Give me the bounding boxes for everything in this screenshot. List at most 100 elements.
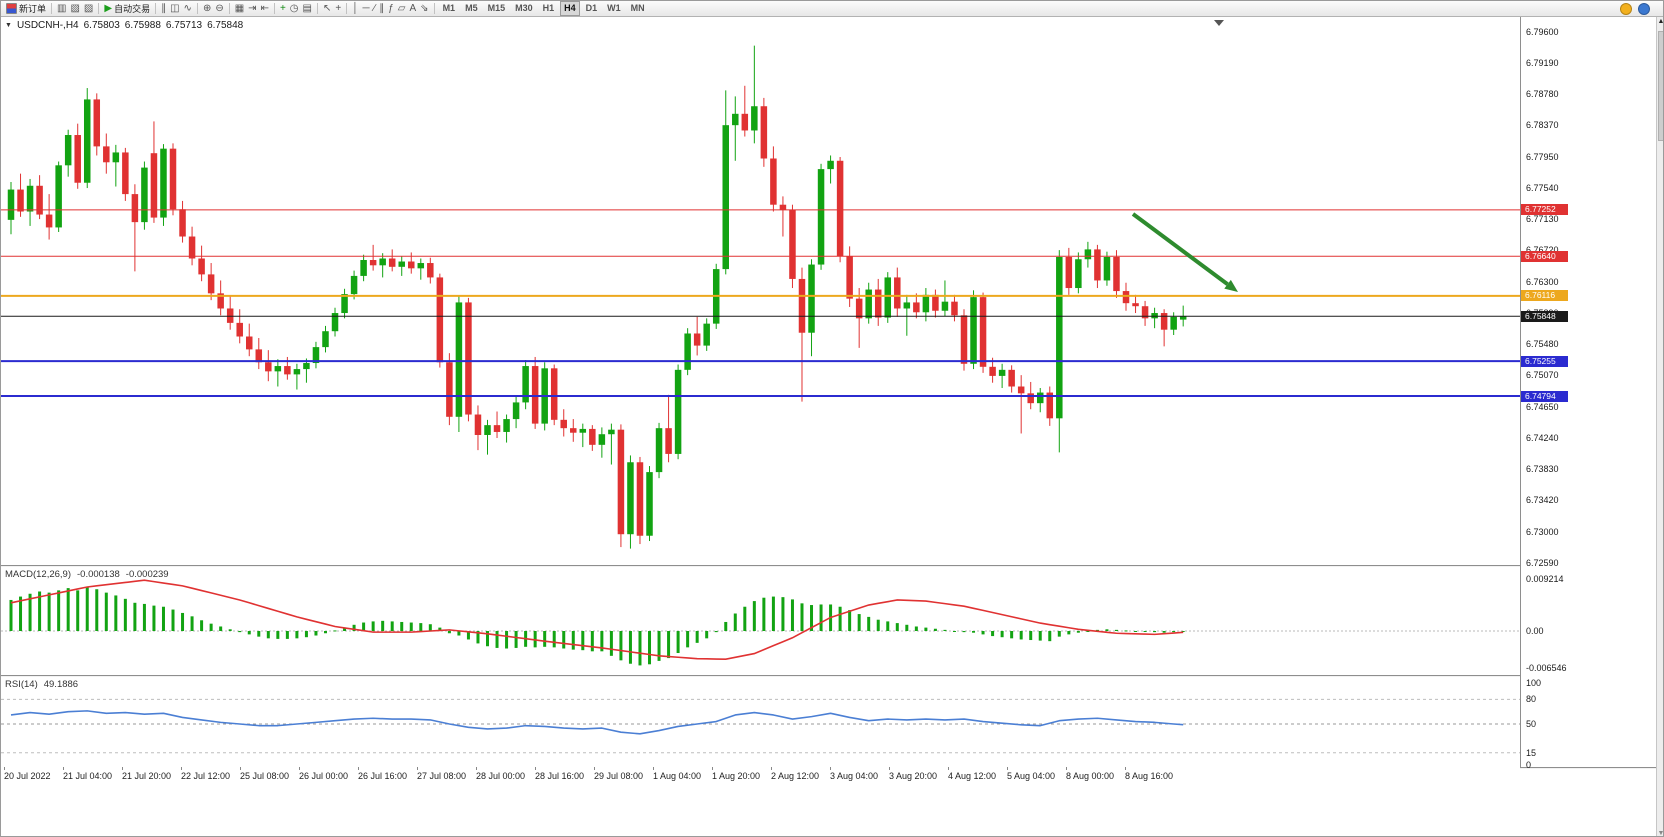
time-axis[interactable]: 20 Jul 2022 21 Jul 04:00 21 Jul 20:00 22 Ju… <box>1 767 1520 787</box>
main-chart-pane[interactable]: ▼ USDCNH-,H4 6.75803 6.75988 6.75713 6.7… <box>1 17 1520 565</box>
candle-body <box>417 263 425 269</box>
price-axis-label: 6.79600 <box>1526 27 1559 37</box>
line-chart-icon[interactable]: ∿ <box>182 2 194 16</box>
zoom-in-icon[interactable]: ⊕ <box>201 2 213 16</box>
pane-divider-macd[interactable] <box>1 565 1663 567</box>
arrows-icon[interactable]: ⇘ <box>418 2 430 16</box>
time-axis-tick <box>299 767 300 770</box>
macd-bar <box>219 626 223 631</box>
macd-bar <box>486 631 489 647</box>
shapes-icon[interactable]: ▱ <box>396 2 408 16</box>
fibonacci-icon[interactable]: ƒ <box>386 2 396 16</box>
navigator-icon[interactable]: ▧ <box>68 2 81 16</box>
autotrading-button[interactable]: ▶ 自动交易 <box>102 2 152 16</box>
rsi-axis-label: 50 <box>1526 719 1537 729</box>
candle-body <box>970 297 977 364</box>
candle-body <box>751 106 758 131</box>
templates-icon: ▤ <box>302 2 312 14</box>
macd-bar <box>1019 631 1023 640</box>
symbol-dropdown-icon[interactable]: ▼ <box>5 22 12 29</box>
macd-bar <box>1000 631 1004 638</box>
toolbar-separator <box>196 3 198 14</box>
candle-body <box>1141 306 1149 319</box>
timeframe-w1[interactable]: W1 <box>607 3 621 13</box>
time-axis-tick <box>712 767 713 770</box>
candle-body <box>827 160 834 170</box>
macd-pane[interactable]: MACD(12,26,9) -0.000138 -0.000239 <box>1 567 1520 675</box>
macd-bar <box>857 614 861 631</box>
scrollbar-thumb[interactable] <box>1658 31 1663 141</box>
candle-body <box>522 366 529 403</box>
macd-chart[interactable] <box>1 567 1520 675</box>
low-value: 6.75713 <box>165 20 203 31</box>
macd-bar <box>495 631 499 648</box>
scroll-down-icon[interactable]: ▼ <box>1657 830 1664 837</box>
scroll-up-icon[interactable]: ▲ <box>1657 18 1664 25</box>
candle-body <box>608 429 615 435</box>
price-axis-label: 6.77950 <box>1526 151 1559 162</box>
trend-arrow-line[interactable] <box>1131 212 1229 286</box>
timeframe-mn[interactable]: MN <box>630 3 645 13</box>
community-icon[interactable] <box>1638 2 1650 15</box>
macd-bar <box>733 613 737 631</box>
macd-bar <box>810 605 814 631</box>
cursor-icon[interactable]: ↖ <box>321 2 333 16</box>
zoom-out-icon[interactable]: ⊖ <box>213 2 225 16</box>
macd-bar <box>419 623 423 631</box>
macd-bar <box>686 631 690 648</box>
auto-scroll-icon[interactable]: ⇥ <box>246 2 258 16</box>
market-watch-icon[interactable]: ▥ <box>55 2 68 16</box>
macd-bar <box>867 616 871 631</box>
timeframe-m30[interactable]: M30 <box>515 3 533 13</box>
rsi-chart[interactable] <box>1 677 1520 767</box>
chart-shift-icon[interactable]: ⇤ <box>259 2 271 16</box>
bar-chart-icon[interactable]: ∥ <box>159 2 168 16</box>
macd-bar <box>438 627 442 631</box>
periods-icon[interactable]: ◷ <box>288 2 301 16</box>
timeframe-m15[interactable]: M15 <box>487 3 506 13</box>
candle-body <box>951 301 958 316</box>
help-icon[interactable] <box>1620 2 1632 15</box>
timeframe-m1[interactable]: M1 <box>442 3 456 13</box>
timeframe-h1[interactable]: H1 <box>542 3 555 13</box>
price-axis[interactable]: 6.79600 6.79190 6.78780 6.78370 6.77950 6.775… <box>1521 17 1656 770</box>
timeframe-m5[interactable]: M5 <box>465 3 478 13</box>
timeframe-d1[interactable]: D1 <box>585 3 598 13</box>
price-axis-label: 6.77540 <box>1526 183 1559 194</box>
templates-icon[interactable]: ▤ <box>301 2 314 16</box>
candle-body <box>665 428 672 454</box>
crosshair-icon[interactable]: + <box>333 2 343 16</box>
candle-body <box>560 419 567 429</box>
indicators-icon[interactable]: + <box>278 2 288 16</box>
candle-body <box>150 153 158 218</box>
candle-body <box>894 277 901 309</box>
candle-body <box>1113 256 1120 292</box>
time-axis-tick <box>417 767 418 770</box>
rsi-pane[interactable]: RSI(14) 49.1886 <box>1 677 1520 767</box>
pane-divider-rsi[interactable] <box>1 675 1663 677</box>
macd-bar <box>581 631 585 651</box>
trend-arrow-head[interactable] <box>1224 279 1238 292</box>
candlestick-chart-icon[interactable]: ◫ <box>168 2 181 16</box>
terminal-icon[interactable]: ▨ <box>82 2 95 16</box>
candle-body <box>93 99 101 147</box>
candle-body <box>865 289 872 319</box>
new-order-button[interactable]: 新订单 <box>4 2 48 16</box>
macd-bar <box>209 623 213 631</box>
toolbar-separator <box>316 3 318 14</box>
candle-body <box>722 125 729 270</box>
vertical-scrollbar[interactable]: ▲ ▼ <box>1656 17 1664 837</box>
candlestick-chart[interactable] <box>1 17 1520 565</box>
channel-icon[interactable]: ∥ <box>377 2 386 16</box>
chart-shift-marker[interactable] <box>1214 20 1224 26</box>
tile-windows-icon[interactable]: ▦ <box>233 2 246 16</box>
candle-body <box>112 152 120 163</box>
horizontal-line-icon[interactable]: ─ <box>360 2 371 16</box>
trendline-icon[interactable]: ∕ <box>372 2 378 16</box>
price-axis-label: 6.78780 <box>1526 89 1559 100</box>
vertical-line-icon[interactable]: │ <box>350 2 360 16</box>
candle-body <box>503 419 510 432</box>
text-icon[interactable]: A <box>408 2 419 16</box>
timeframe-h4[interactable]: H4 <box>560 1 580 16</box>
